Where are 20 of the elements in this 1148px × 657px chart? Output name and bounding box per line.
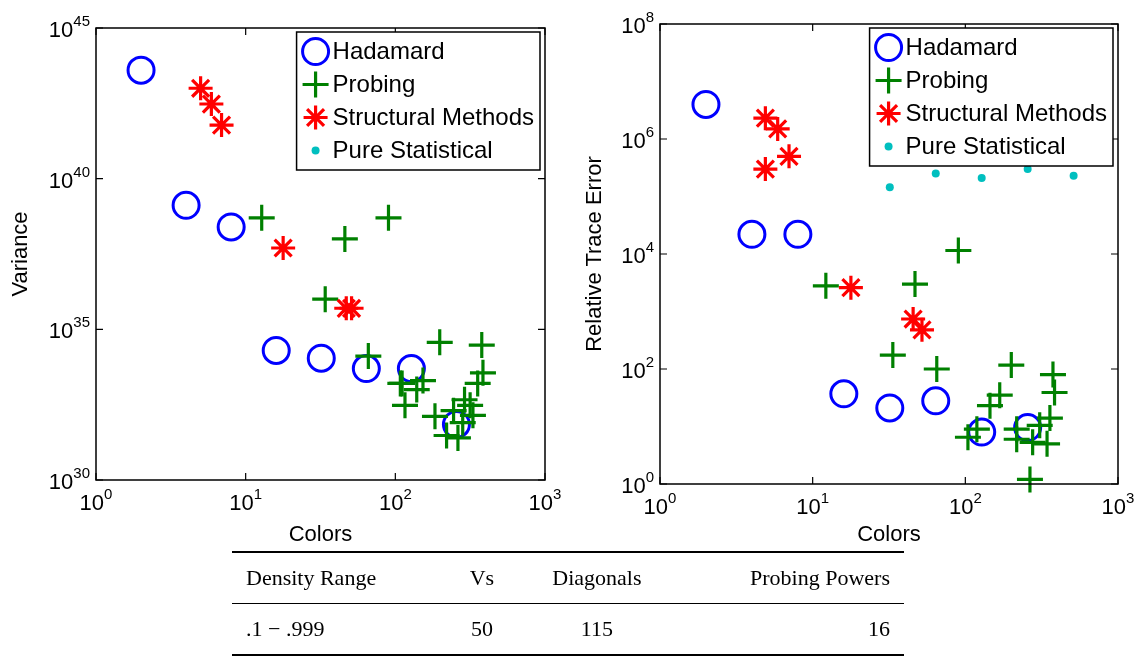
text: 115	[579, 615, 614, 643]
text: Diagonals	[517, 552, 677, 604]
text: .1 − .999	[245, 615, 326, 643]
y-axis-title: Relative Trace Error	[581, 156, 607, 352]
text: 16	[867, 615, 891, 643]
text: Vs	[446, 552, 518, 604]
text: Probing Powers	[676, 552, 904, 604]
legend-label: Hadamard	[905, 33, 1018, 61]
text: 50	[469, 615, 494, 643]
legend-label: Hadamard	[332, 37, 445, 65]
x-axis-title: Colors	[857, 520, 921, 546]
legend-label: Structural Methods	[332, 103, 534, 131]
text: Density Range	[232, 552, 447, 604]
legend-label: Probing	[905, 66, 989, 94]
x-axis-title: Colors	[288, 520, 353, 546]
legend-label: Probing	[332, 70, 416, 98]
y-axis-title: Variance	[7, 211, 33, 297]
legend-label: Pure Statistical	[332, 136, 493, 164]
legend-label: Structural Methods	[905, 99, 1107, 127]
legend-label: Pure Statistical	[905, 132, 1066, 160]
